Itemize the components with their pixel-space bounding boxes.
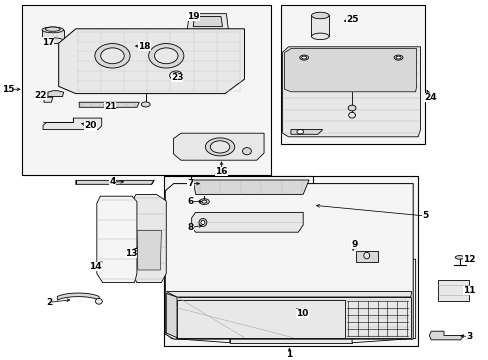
Ellipse shape bbox=[210, 141, 229, 153]
Text: 21: 21 bbox=[103, 102, 116, 111]
Ellipse shape bbox=[199, 199, 209, 204]
Ellipse shape bbox=[363, 252, 369, 259]
Polygon shape bbox=[42, 30, 63, 41]
Ellipse shape bbox=[95, 44, 130, 68]
Ellipse shape bbox=[141, 102, 150, 107]
Ellipse shape bbox=[148, 44, 183, 68]
Ellipse shape bbox=[311, 33, 328, 40]
Polygon shape bbox=[97, 196, 137, 283]
Polygon shape bbox=[176, 297, 410, 338]
Polygon shape bbox=[351, 259, 415, 343]
Polygon shape bbox=[79, 102, 139, 107]
Text: 24: 24 bbox=[423, 93, 436, 102]
Polygon shape bbox=[171, 258, 229, 343]
Polygon shape bbox=[290, 130, 322, 134]
Text: 18: 18 bbox=[138, 41, 150, 50]
Text: 8: 8 bbox=[187, 223, 193, 232]
Text: 17: 17 bbox=[41, 37, 54, 46]
Polygon shape bbox=[193, 17, 222, 27]
Ellipse shape bbox=[199, 219, 206, 226]
Ellipse shape bbox=[347, 105, 355, 111]
Polygon shape bbox=[437, 280, 468, 301]
Ellipse shape bbox=[42, 27, 63, 33]
Bar bbox=[190, 176, 312, 238]
Ellipse shape bbox=[201, 220, 204, 225]
Ellipse shape bbox=[296, 130, 303, 134]
Ellipse shape bbox=[95, 298, 102, 304]
Text: 10: 10 bbox=[295, 309, 308, 318]
Text: 11: 11 bbox=[462, 286, 475, 295]
Polygon shape bbox=[173, 133, 264, 160]
Text: 1: 1 bbox=[286, 350, 292, 359]
Text: 5: 5 bbox=[422, 211, 427, 220]
Polygon shape bbox=[43, 118, 102, 130]
Ellipse shape bbox=[348, 112, 355, 118]
Text: 16: 16 bbox=[215, 167, 227, 176]
Text: 20: 20 bbox=[84, 122, 97, 130]
Polygon shape bbox=[165, 184, 412, 339]
Polygon shape bbox=[132, 194, 166, 283]
Ellipse shape bbox=[454, 256, 463, 259]
Polygon shape bbox=[130, 40, 153, 53]
Polygon shape bbox=[428, 331, 463, 340]
Text: 13: 13 bbox=[124, 249, 137, 258]
Polygon shape bbox=[137, 230, 161, 270]
Polygon shape bbox=[76, 180, 154, 184]
Text: 3: 3 bbox=[466, 332, 471, 341]
Ellipse shape bbox=[172, 73, 180, 78]
Ellipse shape bbox=[45, 27, 60, 31]
Text: 2: 2 bbox=[46, 298, 52, 307]
Polygon shape bbox=[282, 47, 420, 137]
Polygon shape bbox=[166, 293, 177, 338]
Text: 14: 14 bbox=[89, 262, 102, 271]
Polygon shape bbox=[166, 292, 411, 297]
Polygon shape bbox=[229, 263, 351, 343]
Text: 25: 25 bbox=[345, 15, 358, 24]
Ellipse shape bbox=[42, 38, 63, 44]
Polygon shape bbox=[177, 300, 344, 338]
Ellipse shape bbox=[242, 148, 251, 155]
Polygon shape bbox=[193, 180, 308, 194]
Text: 23: 23 bbox=[170, 73, 183, 82]
Text: 6: 6 bbox=[187, 197, 193, 206]
Bar bbox=[22, 5, 271, 175]
Ellipse shape bbox=[101, 48, 124, 64]
Ellipse shape bbox=[154, 48, 178, 64]
Polygon shape bbox=[57, 293, 99, 300]
Bar bbox=[281, 5, 425, 144]
Text: 9: 9 bbox=[350, 240, 357, 249]
Text: 7: 7 bbox=[187, 179, 194, 188]
Ellipse shape bbox=[395, 56, 400, 59]
Ellipse shape bbox=[130, 37, 153, 44]
Polygon shape bbox=[59, 29, 244, 94]
Polygon shape bbox=[187, 14, 228, 30]
Ellipse shape bbox=[134, 38, 149, 42]
Ellipse shape bbox=[299, 55, 308, 60]
Ellipse shape bbox=[301, 56, 306, 59]
Polygon shape bbox=[191, 212, 303, 232]
Text: 22: 22 bbox=[34, 91, 46, 100]
Ellipse shape bbox=[130, 50, 153, 56]
Ellipse shape bbox=[205, 138, 234, 156]
Polygon shape bbox=[311, 15, 328, 36]
Ellipse shape bbox=[393, 55, 402, 60]
Ellipse shape bbox=[174, 74, 178, 77]
Text: 12: 12 bbox=[462, 256, 475, 264]
Polygon shape bbox=[44, 97, 53, 102]
Ellipse shape bbox=[311, 12, 328, 19]
Polygon shape bbox=[229, 252, 366, 263]
Polygon shape bbox=[355, 251, 377, 262]
Text: 15: 15 bbox=[1, 85, 14, 94]
Ellipse shape bbox=[169, 71, 182, 80]
Polygon shape bbox=[48, 91, 63, 96]
Text: 19: 19 bbox=[186, 12, 199, 21]
Ellipse shape bbox=[202, 200, 206, 203]
Text: 4: 4 bbox=[109, 177, 116, 186]
Polygon shape bbox=[284, 49, 416, 92]
Bar bbox=[163, 176, 417, 346]
